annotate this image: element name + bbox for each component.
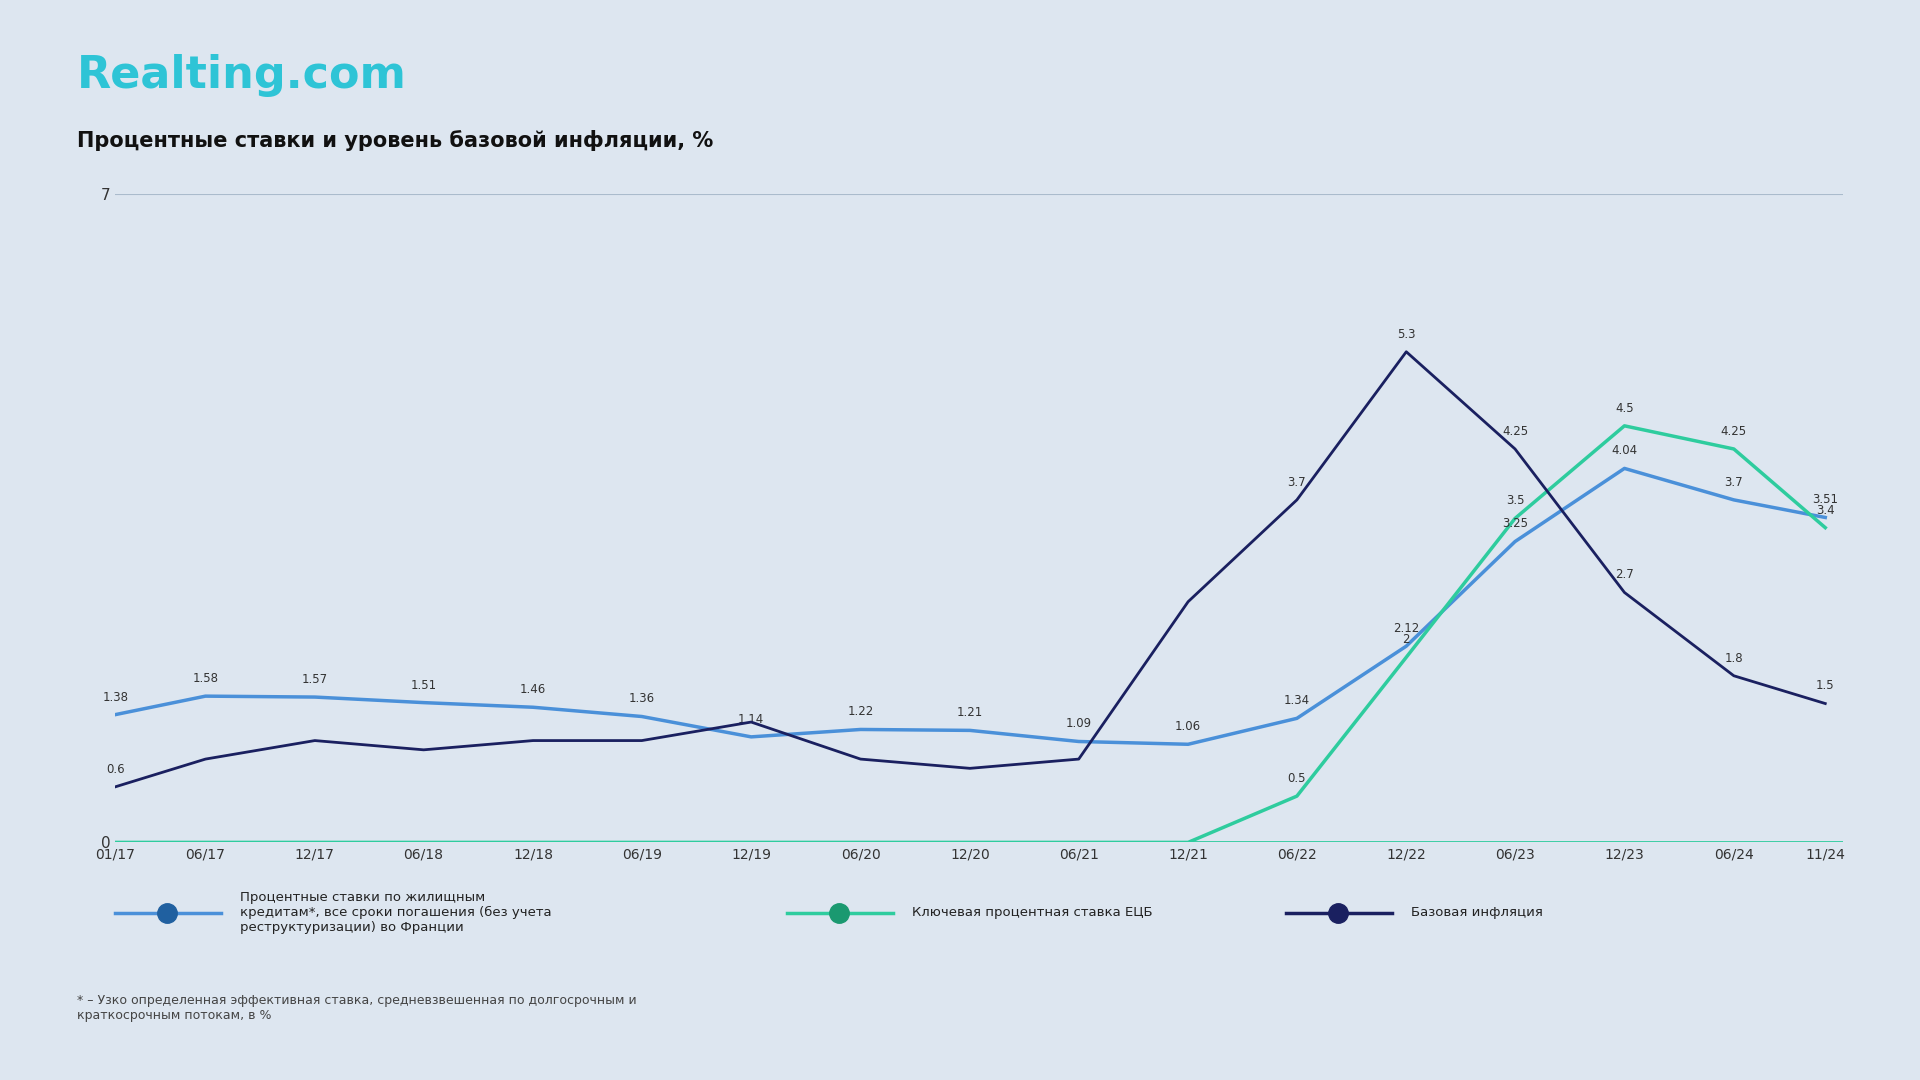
Text: 2.12: 2.12	[1394, 622, 1419, 635]
Text: 1.46: 1.46	[520, 684, 545, 697]
Text: 1.36: 1.36	[628, 692, 655, 705]
Text: 3.7: 3.7	[1288, 476, 1306, 489]
Text: 5.3: 5.3	[1398, 327, 1415, 340]
Text: 3.51: 3.51	[1812, 494, 1837, 507]
Text: 3.4: 3.4	[1816, 503, 1836, 516]
Text: 1.22: 1.22	[847, 705, 874, 718]
Text: Realting.com: Realting.com	[77, 54, 407, 97]
Text: Ключевая процентная ставка ЕЦБ: Ключевая процентная ставка ЕЦБ	[912, 906, 1152, 919]
Text: * – Узко определенная эффективная ставка, средневзвешенная по долгосрочным и
кра: * – Узко определенная эффективная ставка…	[77, 994, 636, 1022]
Text: 1.06: 1.06	[1175, 720, 1202, 733]
Text: 1.51: 1.51	[411, 678, 436, 691]
Text: 4.5: 4.5	[1615, 402, 1634, 415]
Text: 4.25: 4.25	[1720, 424, 1747, 437]
Text: 1.21: 1.21	[956, 706, 983, 719]
Text: 1.38: 1.38	[102, 690, 129, 703]
Text: 1.14: 1.14	[737, 713, 764, 726]
Text: 3.25: 3.25	[1501, 517, 1528, 530]
Text: 4.04: 4.04	[1611, 444, 1638, 457]
Text: 2: 2	[1402, 633, 1409, 646]
Text: 0.5: 0.5	[1288, 772, 1306, 785]
Text: Базовая инфляция: Базовая инфляция	[1411, 906, 1544, 919]
Text: 2.7: 2.7	[1615, 568, 1634, 581]
Text: 3.7: 3.7	[1724, 476, 1743, 489]
Text: 1.5: 1.5	[1816, 679, 1836, 692]
Text: 4.25: 4.25	[1501, 424, 1528, 437]
Text: 1.09: 1.09	[1066, 717, 1092, 730]
Text: Процентные ставки и уровень базовой инфляции, %: Процентные ставки и уровень базовой инфл…	[77, 130, 712, 150]
Text: 3.5: 3.5	[1505, 495, 1524, 508]
Text: 1.34: 1.34	[1284, 694, 1309, 707]
Text: 1.57: 1.57	[301, 673, 328, 686]
Text: 1.58: 1.58	[192, 672, 219, 685]
Text: Процентные ставки по жилищным
кредитам*, все сроки погашения (без учета
реструкт: Процентные ставки по жилищным кредитам*,…	[240, 891, 551, 934]
Text: 1.8: 1.8	[1724, 651, 1743, 664]
Text: 0.6: 0.6	[106, 762, 125, 775]
